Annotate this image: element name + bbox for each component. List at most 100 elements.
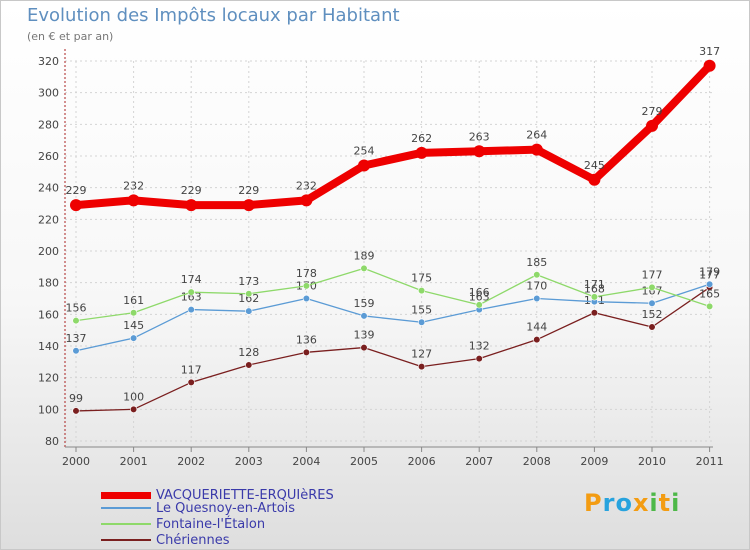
data-label: 117: [181, 363, 202, 376]
data-point: [187, 305, 195, 314]
data-point: [185, 199, 198, 212]
data-label: 100: [123, 390, 144, 403]
y-tick-label: 80: [45, 435, 59, 448]
data-point: [648, 299, 656, 307]
x-tick-label: 2010: [638, 455, 666, 468]
legend-item-cheriennes: Chériennes: [101, 533, 230, 548]
data-point: [475, 355, 483, 363]
data-point: [703, 59, 716, 72]
data-label: 137: [66, 332, 87, 345]
data-point: [187, 378, 195, 387]
data-point: [415, 146, 428, 159]
logo-letter: i: [649, 489, 659, 517]
data-label: 232: [123, 179, 144, 192]
x-tick-label: 2005: [350, 455, 378, 468]
x-tick-label: 2009: [580, 455, 608, 468]
y-tick-label: 240: [38, 182, 59, 195]
data-label: 132: [469, 340, 490, 353]
y-tick-label: 320: [38, 55, 59, 68]
data-point: [245, 290, 253, 298]
legend-swatch: [101, 523, 151, 525]
data-label: 178: [296, 267, 317, 280]
legend-item-vacqueriette: VACQUERIETTE-ERQUIèRES: [101, 487, 334, 503]
data-label: 139: [354, 329, 375, 342]
data-point: [72, 407, 80, 415]
data-point: [590, 309, 599, 317]
data-point: [705, 280, 714, 288]
data-label: 165: [699, 287, 720, 300]
data-point: [130, 405, 138, 413]
data-point: [705, 302, 714, 311]
legend-swatch: [101, 539, 151, 541]
data-label: 229: [66, 184, 87, 197]
data-point: [588, 173, 601, 186]
data-point: [360, 343, 368, 352]
data-label: 245: [584, 159, 605, 172]
series-0: 229 232 229 229 232 254 262 263 264 245 279 317: [66, 45, 720, 212]
data-point: [530, 143, 543, 156]
y-tick-label: 160: [38, 308, 59, 321]
data-point: [245, 361, 253, 369]
data-label: 185: [526, 256, 547, 269]
data-label: 263: [469, 130, 490, 143]
x-tick-label: 2007: [465, 455, 493, 468]
data-point: [648, 323, 656, 331]
x-tick-label: 2004: [292, 455, 320, 468]
data-label: 262: [411, 132, 432, 145]
data-point: [473, 145, 486, 158]
data-point: [130, 309, 138, 317]
x-tick-label: 2008: [523, 455, 551, 468]
chart-title: Evolution des Impôts locaux par Habitant: [27, 5, 400, 26]
data-point: [70, 199, 82, 212]
legend-item-fontaine: Fontaine-l'Étalon: [101, 517, 265, 532]
data-point: [646, 119, 658, 132]
data-point: [358, 159, 370, 172]
x-tick-label: 2011: [696, 455, 724, 468]
data-label: 264: [526, 129, 547, 142]
y-tick-label: 300: [38, 87, 59, 100]
data-label: 166: [469, 286, 490, 299]
data-label: 156: [66, 302, 87, 315]
data-label: 229: [238, 184, 259, 197]
data-label: 177: [699, 268, 720, 281]
series-2: 156 161 174 173 178 189 175 166 185 171 177 165: [66, 249, 720, 325]
series-line: [75, 283, 711, 352]
data-point: [302, 348, 311, 356]
legend-label: Le Quesnoy-en-Artois: [156, 500, 296, 516]
data-label: 145: [123, 319, 144, 332]
data-label: 144: [526, 321, 547, 334]
data-label: 175: [411, 272, 432, 285]
y-tick-label: 200: [38, 245, 59, 258]
data-point: [360, 264, 368, 273]
y-tick-label: 100: [38, 403, 59, 416]
data-label: 127: [411, 348, 432, 361]
x-tick-label: 2003: [235, 455, 263, 468]
data-label: 170: [526, 280, 547, 293]
data-label: 177: [642, 268, 663, 281]
data-label: 189: [354, 249, 375, 262]
x-tick-label: 2001: [120, 455, 148, 468]
x-tick-label: 2006: [408, 455, 436, 468]
y-tick-label: 140: [38, 340, 59, 353]
data-label: 152: [642, 308, 663, 321]
data-point: [418, 286, 426, 295]
logo-letter: t: [658, 489, 672, 517]
legend-swatch: [101, 491, 151, 499]
data-label: 179: [699, 265, 720, 278]
data-point: [245, 307, 253, 315]
logo-letter: P: [584, 489, 603, 517]
data-point: [187, 288, 195, 296]
y-tick-label: 180: [38, 277, 59, 290]
data-point: [72, 347, 80, 355]
series-line: [75, 267, 711, 322]
data-label: 229: [181, 184, 202, 197]
data-label: 99: [69, 392, 83, 405]
legend-swatch: [101, 507, 151, 509]
legend-label: VACQUERIETTE-ERQUIèRES: [156, 487, 334, 503]
y-tick-label: 120: [38, 372, 59, 385]
data-label: 174: [181, 273, 202, 286]
x-tick-label: 2002: [177, 455, 205, 468]
chart-subtitle: (en € et par an): [27, 30, 114, 43]
